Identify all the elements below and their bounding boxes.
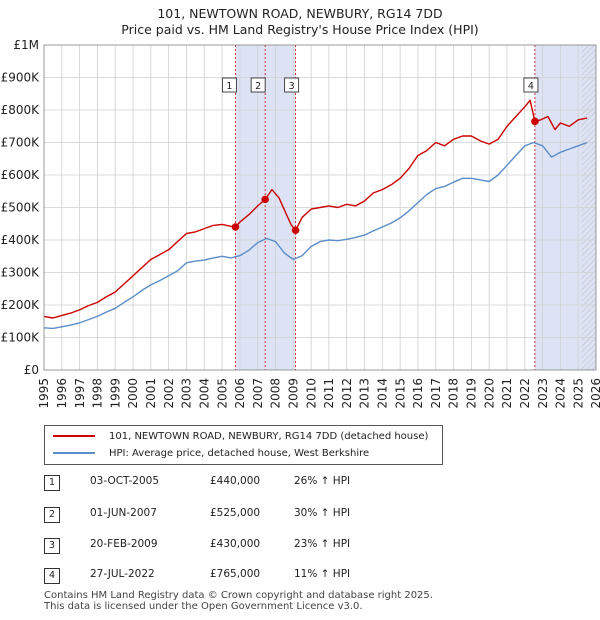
x-tick-label: 2025	[571, 378, 585, 409]
legend-item-hpi: HPI: Average price, detached house, West…	[53, 445, 369, 461]
x-tick-label: 2023	[536, 378, 550, 409]
x-tick-label: 2014	[376, 378, 390, 409]
legend: 101, NEWTOWN ROAD, NEWBURY, RG14 7DD (de…	[44, 425, 443, 465]
hpi-line	[43, 141, 588, 330]
sale-number-label: 1	[226, 81, 232, 92]
x-tick-label: 2016	[411, 378, 425, 409]
sale-hpi-change: 11% ↑ HPI	[294, 568, 351, 580]
sale-point	[291, 226, 300, 235]
sale-number-box: 1	[221, 77, 237, 93]
y-tick-label: £100K	[1, 331, 41, 345]
x-tick-label: 2015	[393, 378, 407, 409]
sale-price: £430,000	[210, 538, 261, 550]
x-tick-label: 2010	[304, 378, 318, 409]
x-tick-label: 2022	[518, 378, 532, 409]
y-tick-label: £500K	[1, 201, 41, 215]
x-tick-label: 1996	[55, 378, 69, 409]
sale-point	[231, 223, 240, 231]
sale-number-label: 4	[528, 81, 534, 92]
sale-price: £440,000	[210, 475, 261, 487]
y-tick-label: £800K	[1, 103, 41, 117]
x-tick-label: 2026	[589, 378, 600, 409]
x-tick-label: 2000	[126, 378, 140, 409]
sale-badge: 2	[44, 507, 60, 523]
sale-number-rect	[284, 77, 300, 93]
sale-point	[531, 117, 539, 126]
y-tick-label: £200K	[1, 298, 41, 312]
x-tick-label: 2002	[162, 378, 176, 409]
y-tick-label: £300K	[1, 266, 41, 280]
x-tick-label: 2020	[482, 378, 496, 409]
sale-price: £765,000	[210, 568, 261, 580]
x-tick-label: 2007	[251, 378, 265, 409]
y-tick-label: £0	[24, 363, 39, 377]
x-tick-label: 2021	[500, 378, 514, 409]
x-tick-label: 2019	[465, 378, 479, 409]
sale-number-box: 4	[523, 77, 539, 93]
y-tick-label: £1M	[13, 38, 39, 52]
sale-number-rect	[221, 77, 237, 93]
x-tick-label: 1997	[73, 378, 87, 409]
x-tick-label: 2001	[144, 378, 158, 409]
x-tick-label: 1998	[91, 378, 105, 409]
sale-number-box: 3	[284, 77, 300, 93]
x-tick-label: 2024	[554, 378, 568, 409]
x-tick-label: 2017	[429, 378, 443, 409]
x-tick-label: 2012	[340, 378, 354, 409]
price-chart: £0 £100K £200K £300K £400K £500K £600K £700K £80…	[1, 38, 600, 409]
x-tick-label: 2008	[269, 378, 283, 409]
footer-license: This data is licensed under the Open Gov…	[44, 601, 363, 612]
footer-copyright: Contains HM Land Registry data © Crown c…	[44, 590, 433, 601]
legend-swatch-hpi	[53, 452, 95, 454]
sale-date: 27-JUL-2022	[90, 568, 155, 580]
x-tick-label: 2013	[358, 378, 372, 409]
sale-badge: 1	[44, 475, 60, 491]
sale-point	[261, 195, 269, 204]
sale-number-box: 2	[250, 77, 266, 93]
x-tick-label: 1995	[37, 378, 51, 409]
y-tick-label: £900K	[1, 71, 41, 85]
property-price-line	[43, 99, 588, 319]
x-tick-label: 2011	[322, 378, 336, 409]
sale-hpi-change: 23% ↑ HPI	[294, 538, 351, 550]
sale-badge: 3	[44, 538, 60, 554]
sale-date: 01-JUN-2007	[90, 507, 157, 519]
sale-badge: 4	[44, 568, 60, 584]
x-tick-label: 1999	[108, 378, 122, 409]
legend-label-property: 101, NEWTOWN ROAD, NEWBURY, RG14 7DD (de…	[109, 430, 429, 442]
chart-title: 101, NEWTOWN ROAD, NEWBURY, RG14 7DD	[157, 6, 443, 21]
y-tick-label: £400K	[1, 233, 41, 247]
sale-hpi-change: 30% ↑ HPI	[294, 507, 351, 519]
y-tick-label: £700K	[1, 136, 41, 150]
y-tick-label: £600K	[1, 168, 41, 182]
sale-number-label: 2	[255, 81, 261, 92]
sale-price: £525,000	[210, 507, 261, 519]
legend-item-property: 101, NEWTOWN ROAD, NEWBURY, RG14 7DD (de…	[53, 428, 428, 444]
sale-number-label: 3	[289, 81, 295, 92]
chart-subtitle: Price paid vs. HM Land Registry's House …	[121, 22, 479, 37]
plot-frame	[43, 44, 597, 371]
legend-label-hpi: HPI: Average price, detached house, West…	[109, 447, 370, 459]
x-tick-label: 2009	[286, 378, 300, 409]
x-tick-label: 2005	[215, 378, 229, 409]
x-tick-label: 2006	[233, 378, 247, 409]
sale-hpi-change: 26% ↑ HPI	[294, 475, 351, 487]
sale-date: 03-OCT-2005	[90, 475, 159, 487]
x-tick-label: 2018	[447, 378, 461, 409]
x-tick-label: 2004	[197, 378, 211, 409]
sale-number-rect	[250, 77, 266, 93]
legend-swatch-property	[53, 435, 95, 437]
sale-number-rect	[523, 77, 539, 93]
sale-date: 20-FEB-2009	[90, 538, 158, 550]
x-tick-label: 2003	[180, 378, 194, 409]
